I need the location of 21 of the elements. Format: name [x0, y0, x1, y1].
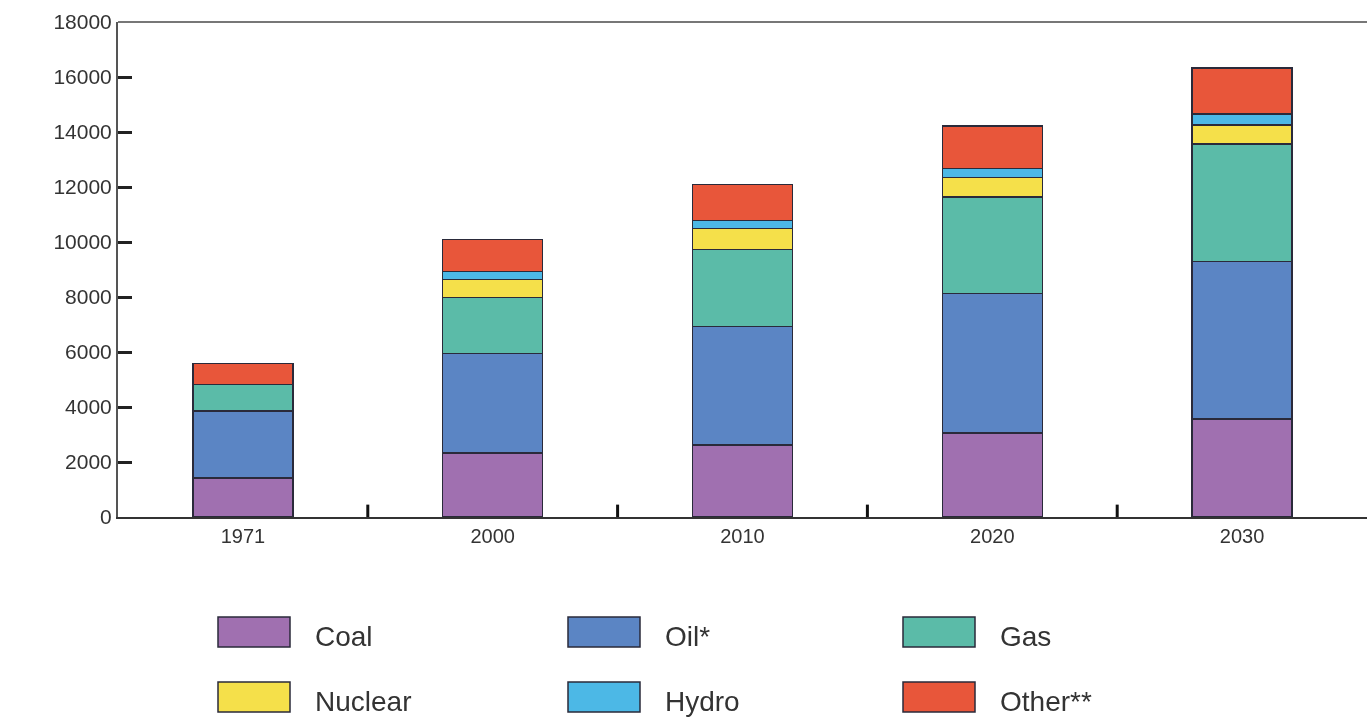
x-tick-label: 2020	[970, 525, 1015, 547]
y-tick-label: 2000	[65, 450, 112, 474]
y-tick-label: 6000	[65, 340, 112, 364]
x-tick-label: 1971	[220, 525, 266, 547]
y-tick-label: 18000	[53, 10, 112, 34]
x-tick-label: 2000	[470, 525, 515, 547]
y-tick-label: 4000	[65, 395, 112, 419]
legend-label: Gas	[1000, 621, 1052, 652]
legend-label: Coal	[315, 621, 373, 652]
y-tick-label: 8000	[65, 285, 112, 309]
y-tick-label: 14000	[53, 120, 112, 144]
legend-label: Other**	[1000, 686, 1092, 717]
legend-label: Oil*	[665, 621, 711, 652]
legend-label: Hydro	[665, 686, 740, 717]
y-tick-label: 0	[100, 505, 112, 529]
legend-label: Nuclear	[315, 686, 412, 717]
y-tick-label: 12000	[53, 175, 112, 199]
x-tick-label: 2010	[720, 525, 765, 547]
y-tick-label: 10000	[53, 230, 112, 254]
y-tick-label: 16000	[53, 65, 112, 89]
x-tick-label: 2030	[1219, 525, 1265, 547]
